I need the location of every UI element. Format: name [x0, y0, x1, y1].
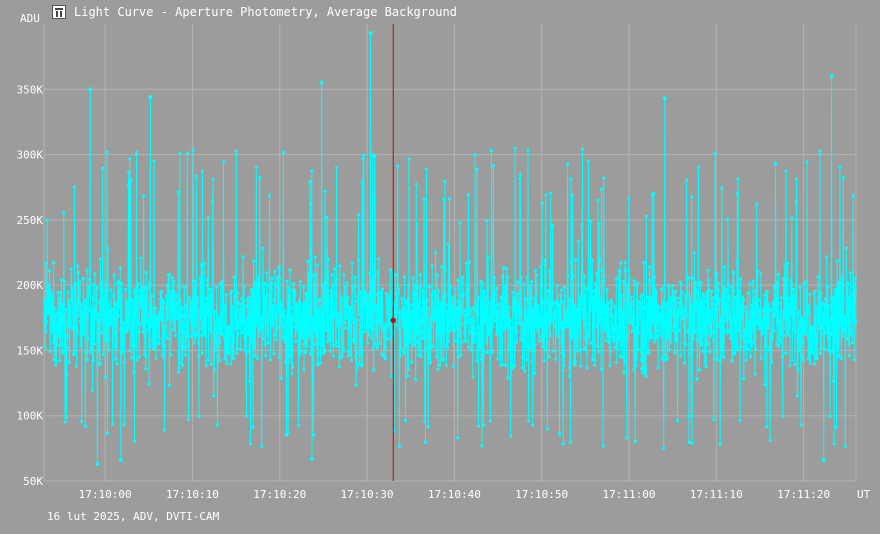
y-tick-label: 100K: [17, 410, 44, 423]
y-tick-label: 50K: [23, 475, 43, 488]
x-tick-label: 17:10:00: [79, 488, 132, 501]
x-tick-label: 17:11:10: [690, 488, 743, 501]
series-extremes: [88, 31, 834, 467]
x-tick-label: 17:11:00: [602, 488, 655, 501]
peak-point: [368, 31, 373, 36]
trough-point: [310, 456, 315, 461]
trough-point: [821, 458, 826, 463]
x-tick-label: 17:10:10: [166, 488, 219, 501]
peak-point: [829, 74, 834, 79]
x-tick-labels: 17:10:00 17:10:10 17:10:20 17:10:30 17:10:40…: [79, 488, 830, 501]
x-axis-label: UT: [857, 488, 871, 501]
y-tick-label: 200K: [17, 279, 44, 292]
peak-point: [88, 87, 93, 92]
cursor-point: [390, 317, 396, 323]
x-tick-label: 17:11:20: [777, 488, 830, 501]
y-tick-label: 300K: [17, 149, 44, 162]
y-tick-label: 250K: [17, 214, 44, 227]
light-curve-icon: [52, 5, 66, 19]
y-tick-label: 150K: [17, 344, 44, 357]
chart-title: Light Curve - Aperture Photometry, Avera…: [74, 5, 457, 19]
peak-point: [148, 95, 153, 100]
x-tick-label: 17:10:50: [515, 488, 568, 501]
trough-point: [95, 462, 100, 467]
x-tick-label: 17:10:40: [428, 488, 481, 501]
y-tick-labels: 50K 100K 150K 200K 250K 300K 350K: [17, 83, 44, 488]
y-axis-label: ADU: [20, 12, 40, 25]
trough-point: [118, 458, 123, 463]
footer-info: 16 lut 2025, ADV, DVTI-CAM: [47, 510, 220, 523]
x-tick-label: 17:10:20: [253, 488, 306, 501]
title-bar: Light Curve - Aperture Photometry, Avera…: [52, 4, 457, 20]
y-tick-label: 350K: [17, 83, 44, 96]
series-adu: [42, 31, 858, 466]
series-line: [43, 33, 857, 465]
x-tick-label: 17:10:30: [341, 488, 394, 501]
peak-point: [662, 96, 667, 101]
peak-point: [319, 80, 324, 85]
